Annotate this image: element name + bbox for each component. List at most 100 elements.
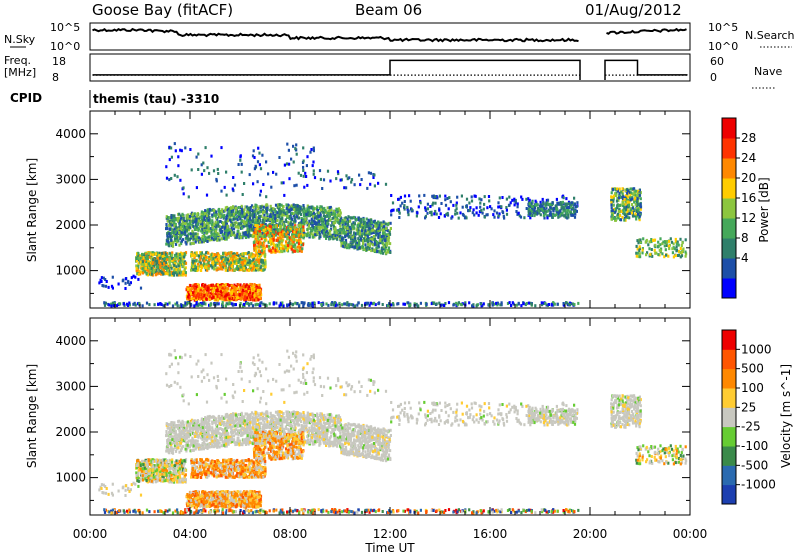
power-cell (182, 186, 184, 189)
power-cell (324, 209, 326, 212)
power-cell (228, 284, 230, 287)
power-cell (313, 147, 315, 150)
power-cell (306, 164, 308, 167)
power-cell (281, 240, 283, 243)
power-cell (156, 261, 158, 264)
power-cell (237, 283, 239, 286)
power-cell (390, 194, 392, 197)
power-cell (356, 232, 358, 235)
power-cell (226, 293, 228, 296)
power-cell (239, 283, 241, 286)
power-cell (476, 206, 478, 209)
power-cell (207, 287, 209, 290)
power-cell (151, 273, 153, 276)
power-cell (279, 229, 281, 232)
power-cell (329, 230, 331, 233)
power-cell (362, 226, 364, 229)
power-cell (390, 222, 392, 225)
power-cell (450, 217, 452, 220)
power-cell (257, 269, 259, 272)
power-cell (152, 253, 154, 256)
power-cell (368, 247, 370, 250)
power-cell (249, 211, 251, 214)
power-cell (198, 236, 200, 239)
power-cell (153, 269, 155, 272)
power-cell (520, 304, 522, 307)
power-cell (273, 235, 275, 238)
power-cell (293, 184, 295, 187)
power-cell (362, 242, 364, 245)
power-cell (295, 143, 297, 146)
power-cell (348, 304, 350, 307)
power-cell (199, 241, 201, 244)
power-cell (307, 304, 309, 307)
power-cell (557, 303, 559, 306)
power-cell (234, 184, 236, 187)
power-cell (128, 302, 130, 305)
power-cell (281, 217, 283, 220)
power-cell (373, 174, 375, 177)
power-cell (207, 252, 209, 255)
power-cell (234, 234, 236, 237)
power-cell (298, 239, 300, 242)
power-cell (235, 303, 237, 306)
power-cell (577, 302, 579, 305)
power-cell (303, 236, 305, 239)
power-cell (306, 228, 308, 231)
power-cell (427, 207, 429, 210)
power-cell (316, 232, 318, 235)
power-cell (258, 259, 260, 262)
power-cell (240, 268, 242, 271)
power-cell (284, 224, 286, 227)
power-cell (299, 248, 301, 251)
power-cell (319, 226, 321, 229)
power-cell (516, 304, 518, 307)
power-cell (369, 227, 371, 230)
power-cell (267, 172, 269, 175)
power-cell (497, 201, 499, 204)
power-cell (573, 303, 575, 306)
power-cell (202, 162, 204, 165)
power-cell (203, 294, 205, 297)
power-cell (229, 297, 231, 300)
power-cell (253, 247, 255, 250)
power-cell (361, 223, 363, 226)
power-cell (220, 290, 222, 293)
power-cell (327, 304, 329, 307)
power-cell (227, 287, 229, 290)
power-cell (205, 251, 207, 254)
power-cell (258, 152, 260, 155)
power-cell (175, 218, 177, 221)
power-cell (110, 304, 112, 307)
power-cell (311, 218, 313, 221)
power-cell (177, 155, 179, 158)
power-cell (169, 264, 171, 267)
power-cell (368, 171, 370, 174)
power-cell (253, 206, 255, 209)
power-cell (327, 232, 329, 235)
power-cell (254, 224, 256, 227)
power-cell (266, 204, 268, 207)
power-cell (295, 239, 297, 242)
power-cell (203, 169, 205, 172)
power-cell (293, 208, 295, 211)
power-cell (136, 257, 138, 260)
power-cell (488, 199, 490, 202)
power-cell (255, 165, 257, 168)
power-cell (158, 254, 160, 257)
power-cell (255, 204, 257, 207)
power-cell (305, 213, 307, 216)
power-cell (348, 176, 350, 179)
power-cell (397, 302, 399, 305)
power-cell (222, 233, 224, 236)
power-cell (270, 240, 272, 243)
power-cell (262, 219, 264, 222)
power-cell (286, 304, 288, 307)
power-cell (487, 213, 489, 216)
power-cell (269, 218, 271, 221)
power-cell (218, 257, 220, 260)
power-cell (313, 149, 315, 152)
power-cell (170, 239, 172, 242)
power-cell (466, 204, 468, 207)
power-cell (200, 215, 202, 218)
